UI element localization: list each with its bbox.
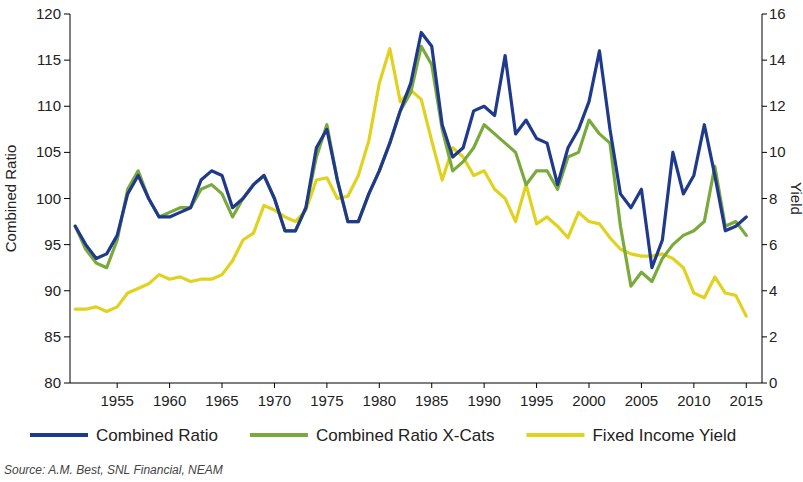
y2-axis-title: Yield <box>788 182 803 215</box>
y-tick <box>64 290 70 291</box>
y2-tick-label: 6 <box>769 236 777 253</box>
y2-tick <box>762 106 767 107</box>
x-tick-label: 1955 <box>100 392 133 409</box>
y2-tick-label: 14 <box>769 51 786 68</box>
y-tick-label: 105 <box>36 143 61 160</box>
y-tick <box>64 14 70 15</box>
x-tick <box>431 383 432 388</box>
y-tick-label: 85 <box>44 328 61 345</box>
series-line <box>75 32 746 267</box>
y2-tick-label: 0 <box>769 374 777 391</box>
legend-label: Fixed Income Yield <box>592 426 736 445</box>
x-tick <box>589 383 590 388</box>
y2-tick-label: 12 <box>769 97 786 114</box>
chart: 80 85 90 95 100 105 110 115 120 0 2 4 6 8 10 12 14 16 1955… <box>0 0 803 482</box>
y-tick-label: 110 <box>37 97 61 114</box>
legend-label: Combined Ratio X-Cats <box>316 426 495 445</box>
y2-tick-label: 4 <box>769 282 777 299</box>
x-tick-label: 1980 <box>363 392 396 409</box>
y-tick <box>64 60 70 61</box>
y-tick-label: 115 <box>37 51 61 68</box>
legend-swatch <box>250 433 308 437</box>
x-tick <box>536 383 537 388</box>
legend-label: Combined Ratio <box>96 426 218 445</box>
y-tick <box>64 106 70 107</box>
x-tick <box>484 383 485 388</box>
x-tick-label: 2005 <box>625 392 658 409</box>
y2-tick-label: 10 <box>769 143 786 160</box>
x-tick <box>222 383 223 388</box>
y-tick <box>64 152 70 153</box>
y2-tick-label: 2 <box>769 328 777 345</box>
x-tick <box>379 383 380 388</box>
y2-tick <box>762 383 767 384</box>
x-tick-label: 2000 <box>572 392 605 409</box>
y2-tick <box>762 198 767 199</box>
y2-tick <box>762 60 767 61</box>
plot-area <box>75 32 746 316</box>
y2-tick <box>762 14 767 15</box>
y2-tick <box>762 336 767 337</box>
x-tick <box>326 383 327 388</box>
y-axis-title: Combined Ratio <box>2 145 19 253</box>
x-tick <box>169 383 170 388</box>
y2-tick <box>762 244 767 245</box>
x-tick <box>746 383 747 388</box>
y2-tick <box>762 290 767 291</box>
y2-tick <box>762 152 767 153</box>
y-tick-label: 80 <box>44 374 61 391</box>
y2-tick-label: 8 <box>769 190 777 207</box>
legend-swatch <box>30 433 88 437</box>
x-tick-label: 1970 <box>258 392 291 409</box>
x-axis-line <box>70 383 762 384</box>
x-tick-label: 2015 <box>730 392 763 409</box>
y2-tick-label: 16 <box>769 5 786 22</box>
y-tick-label: 95 <box>44 236 61 253</box>
x-tick-label: 1975 <box>310 392 343 409</box>
y-tick <box>64 198 70 199</box>
y-tick-label: 100 <box>36 190 61 207</box>
x-tick <box>693 383 694 388</box>
y-tick <box>64 244 70 245</box>
y-tick-label: 90 <box>44 282 61 299</box>
x-tick-label: 2010 <box>677 392 710 409</box>
y-tick <box>64 336 70 337</box>
y-tick-label: 120 <box>36 5 61 22</box>
x-tick-label: 1990 <box>467 392 500 409</box>
x-tick <box>641 383 642 388</box>
x-tick <box>117 383 118 388</box>
x-tick-label: 1995 <box>520 392 553 409</box>
y-tick <box>64 383 70 384</box>
source-note: Source: A.M. Best, SNL Financial, NEAM <box>4 463 223 477</box>
x-tick <box>274 383 275 388</box>
x-tick-label: 1965 <box>205 392 238 409</box>
x-tick-label: 1985 <box>415 392 448 409</box>
legend-swatch <box>526 433 584 437</box>
x-tick-label: 1960 <box>153 392 186 409</box>
